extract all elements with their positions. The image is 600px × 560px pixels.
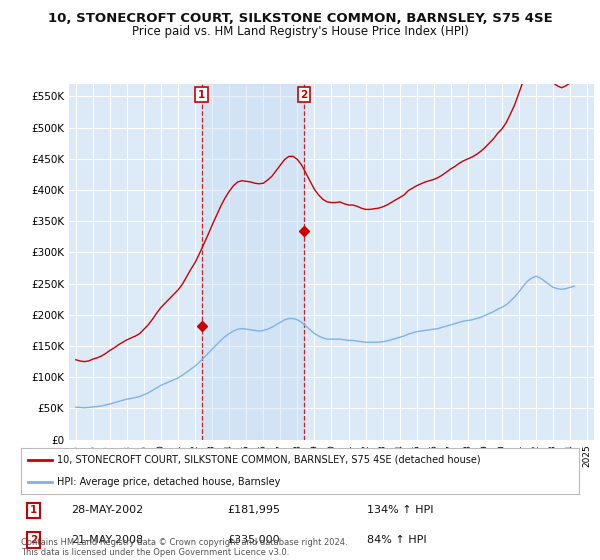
Text: 134% ↑ HPI: 134% ↑ HPI <box>367 506 433 515</box>
Text: 2: 2 <box>300 90 308 100</box>
Text: £335,000: £335,000 <box>227 535 280 545</box>
Text: £181,995: £181,995 <box>227 506 280 515</box>
Text: 21-MAY-2008: 21-MAY-2008 <box>71 535 143 545</box>
Text: 10, STONECROFT COURT, SILKSTONE COMMON, BARNSLEY, S75 4SE: 10, STONECROFT COURT, SILKSTONE COMMON, … <box>47 12 553 25</box>
Text: 1: 1 <box>198 90 205 100</box>
Text: 28-MAY-2002: 28-MAY-2002 <box>71 506 143 515</box>
Text: Price paid vs. HM Land Registry's House Price Index (HPI): Price paid vs. HM Land Registry's House … <box>131 25 469 38</box>
Text: 1: 1 <box>29 506 37 515</box>
Text: Contains HM Land Registry data © Crown copyright and database right 2024.
This d: Contains HM Land Registry data © Crown c… <box>21 538 347 557</box>
Text: HPI: Average price, detached house, Barnsley: HPI: Average price, detached house, Barn… <box>57 477 281 487</box>
Text: 10, STONECROFT COURT, SILKSTONE COMMON, BARNSLEY, S75 4SE (detached house): 10, STONECROFT COURT, SILKSTONE COMMON, … <box>57 455 481 465</box>
Text: 2: 2 <box>29 535 37 545</box>
Bar <box>202 84 304 440</box>
Text: 84% ↑ HPI: 84% ↑ HPI <box>367 535 427 545</box>
